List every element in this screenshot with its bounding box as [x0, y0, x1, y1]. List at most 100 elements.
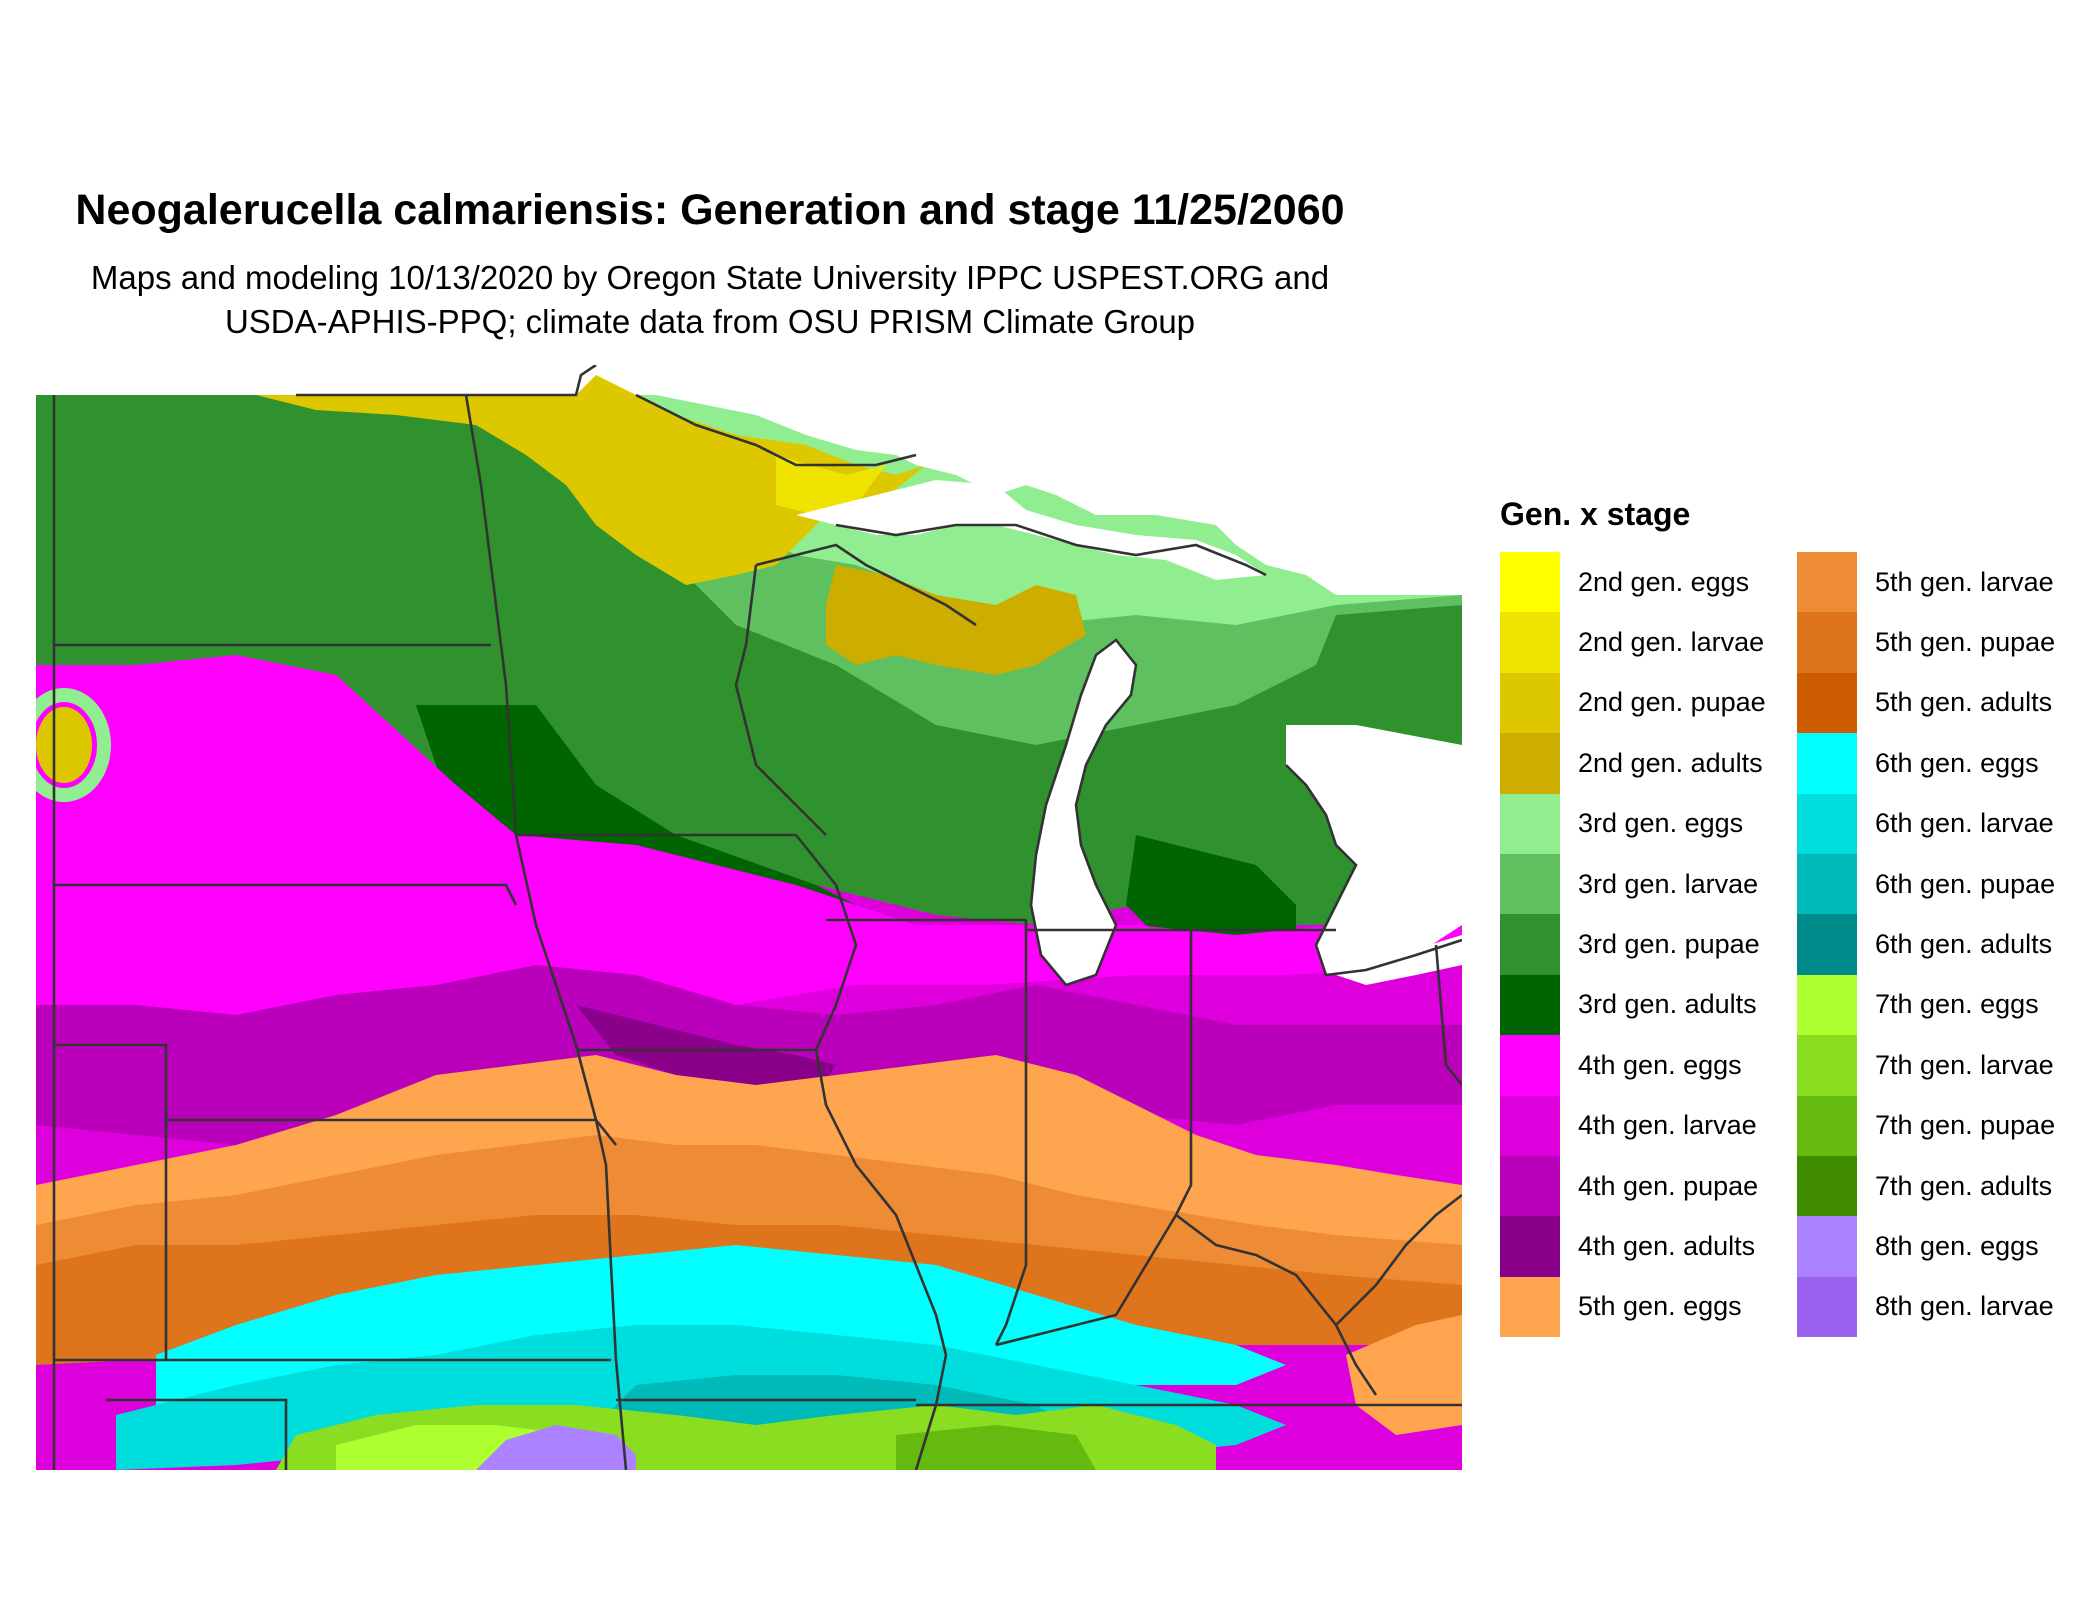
legend-swatch: [1500, 672, 1560, 734]
legend-item: 6th gen. pupae: [1797, 853, 2055, 915]
legend-swatch: [1797, 612, 1857, 673]
legend-label: 2nd gen. larvae: [1578, 627, 1765, 658]
boundary-mi-up-shore: [835, 523, 1267, 577]
state-boundaries: [52, 365, 1462, 1470]
legend-label: 3rd gen. pupae: [1578, 929, 1760, 960]
zone-2nd-gen-spot: [36, 707, 92, 783]
legend-label: 6th gen. larvae: [1875, 808, 2054, 839]
legend-swatch: [1500, 733, 1560, 794]
legend-item: 2nd gen. larvae: [1500, 612, 1766, 673]
zone-3rd-gen-adults: [416, 705, 856, 925]
legend-swatch: [1500, 1095, 1560, 1156]
legend-item: 4th gen. adults: [1500, 1216, 1766, 1277]
legend-label: 3rd gen. eggs: [1578, 808, 1744, 839]
map-title: Neogalerucella calmariensis: Generation …: [75, 186, 1345, 234]
legend-swatch: [1797, 1216, 1857, 1277]
legend-swatch: [1797, 1276, 1857, 1338]
lake-michigan: [1031, 640, 1136, 985]
legend-swatch: [1797, 974, 1857, 1036]
legend-label: 5th gen. larvae: [1875, 566, 2054, 597]
boundary-il-in: [994, 920, 1028, 1346]
canada-area: [36, 365, 1462, 595]
legend-item: 7th gen. eggs: [1797, 974, 2055, 1036]
legend-item: 4th gen. larvae: [1500, 1095, 1766, 1156]
legend-label: 8th gen. larvae: [1875, 1291, 2054, 1322]
boundary-wi-mi: [755, 543, 977, 627]
zone-2nd-gen-pupae: [256, 375, 926, 585]
legend-swatch: [1500, 793, 1560, 854]
boundary-sd-ne: [54, 883, 518, 906]
zone-3rd-gen-adults-mi: [1126, 835, 1296, 945]
legend-item: 6th gen. adults: [1797, 914, 2055, 975]
zone-3rd-gen-spot: [36, 688, 111, 802]
legend-item: 7th gen. larvae: [1797, 1035, 2055, 1096]
legend-item: 4th gen. eggs: [1500, 1035, 1766, 1096]
legend-swatch: [1500, 1276, 1560, 1338]
boundary-nd-mn: [464, 394, 518, 836]
zone-2nd-gen-adults: [826, 565, 1086, 675]
legend-item: 7th gen. pupae: [1797, 1095, 2056, 1156]
legend-label: 8th gen. eggs: [1875, 1230, 2039, 1261]
legend-item: 3rd gen. adults: [1500, 974, 1766, 1036]
boundary-mn-wi: [734, 564, 827, 836]
map-subtitle: Maps and modeling 10/13/2020 by Oregon S…: [0, 256, 1420, 344]
legend-swatch: [1797, 853, 1857, 915]
legend-swatch: [1500, 552, 1560, 613]
boundary-ia-ne: [514, 834, 598, 1121]
boundary-mn-north: [296, 365, 597, 397]
legend-swatch: [1500, 914, 1560, 975]
legend-item: 5th gen. adults: [1797, 672, 2055, 734]
zone-4th-gen-eggs: [36, 655, 1462, 1065]
legend-label: 4th gen. adults: [1578, 1230, 1756, 1261]
legend-label: 3rd gen. larvae: [1578, 868, 1759, 899]
legend-swatch: [1500, 612, 1560, 673]
legend-column-2: 5th gen. larvae 5th gen. pupae 5th gen. ad…: [1797, 552, 2056, 1338]
legend-swatch: [1797, 672, 1857, 734]
boundary-lake-huron-shore: [1285, 764, 1462, 977]
legend-title: Gen. x stage: [1500, 496, 1691, 532]
legend-label: 5th gen. adults: [1875, 687, 2053, 718]
legend-item: 6th gen. eggs: [1797, 733, 2055, 794]
legend-label: 7th gen. larvae: [1875, 1049, 2054, 1080]
boundary-oh-pa: [1434, 944, 1462, 1086]
legend-swatch: [1797, 914, 1857, 975]
boundary-in-ky: [995, 1213, 1378, 1396]
legend-label: 5th gen. eggs: [1578, 1291, 1742, 1322]
subtitle-line-1: Maps and modeling 10/13/2020 by Oregon S…: [90, 259, 1330, 296]
legend-label: 5th gen. pupae: [1875, 627, 2056, 658]
legend-label: 7th gen. pupae: [1875, 1110, 2056, 1141]
legend-item: 3rd gen. pupae: [1500, 914, 1766, 975]
legend-swatch: [1500, 1155, 1560, 1217]
legend-label: 4th gen. eggs: [1578, 1049, 1742, 1080]
legend-label: 2nd gen. eggs: [1578, 566, 1750, 597]
legend-swatch: [1797, 793, 1857, 854]
boundary-lake-michigan-shore: [1029, 638, 1138, 987]
legend-item: 2nd gen. eggs: [1500, 552, 1766, 613]
legend-swatch: [1797, 1095, 1857, 1156]
legend-item: 2nd gen. pupae: [1500, 672, 1766, 734]
zone-7th-gen-pupae: [896, 1425, 1096, 1470]
legend-item: 3rd gen. eggs: [1500, 793, 1766, 854]
legend-label: 2nd gen. adults: [1578, 747, 1763, 778]
legend-label: 6th gen. adults: [1875, 929, 2053, 960]
generation-stage-map: [36, 365, 1462, 1470]
legend-swatch: [1500, 1216, 1560, 1277]
legend-label: 4th gen. pupae: [1578, 1170, 1759, 1201]
legend-item: 5th gen. larvae: [1797, 552, 2055, 613]
legend-label: 3rd gen. adults: [1578, 989, 1757, 1020]
legend-item: 6th gen. larvae: [1797, 793, 2055, 854]
legend-item: 5th gen. pupae: [1797, 612, 2056, 673]
lake-huron: [1286, 725, 1462, 975]
legend-item: 5th gen. eggs: [1500, 1276, 1766, 1338]
boundary-oh-wv: [1335, 1193, 1462, 1326]
boundary-ks-mo: [594, 1119, 628, 1470]
legend-swatch: [1797, 1155, 1857, 1217]
legend-item: 3rd gen. larvae: [1500, 853, 1766, 915]
legend-item: 7th gen. adults: [1797, 1155, 2055, 1217]
legend-label: 7th gen. eggs: [1875, 989, 2039, 1020]
legend-column-1: 2nd gen. eggs 2nd gen. larvae 2nd gen. pup…: [1500, 552, 1766, 1338]
zone-8th-gen-eggs: [476, 1425, 636, 1470]
boundary-in-oh: [1174, 930, 1193, 1216]
legend-label: 6th gen. eggs: [1875, 747, 2039, 778]
legend-swatch: [1797, 552, 1857, 613]
